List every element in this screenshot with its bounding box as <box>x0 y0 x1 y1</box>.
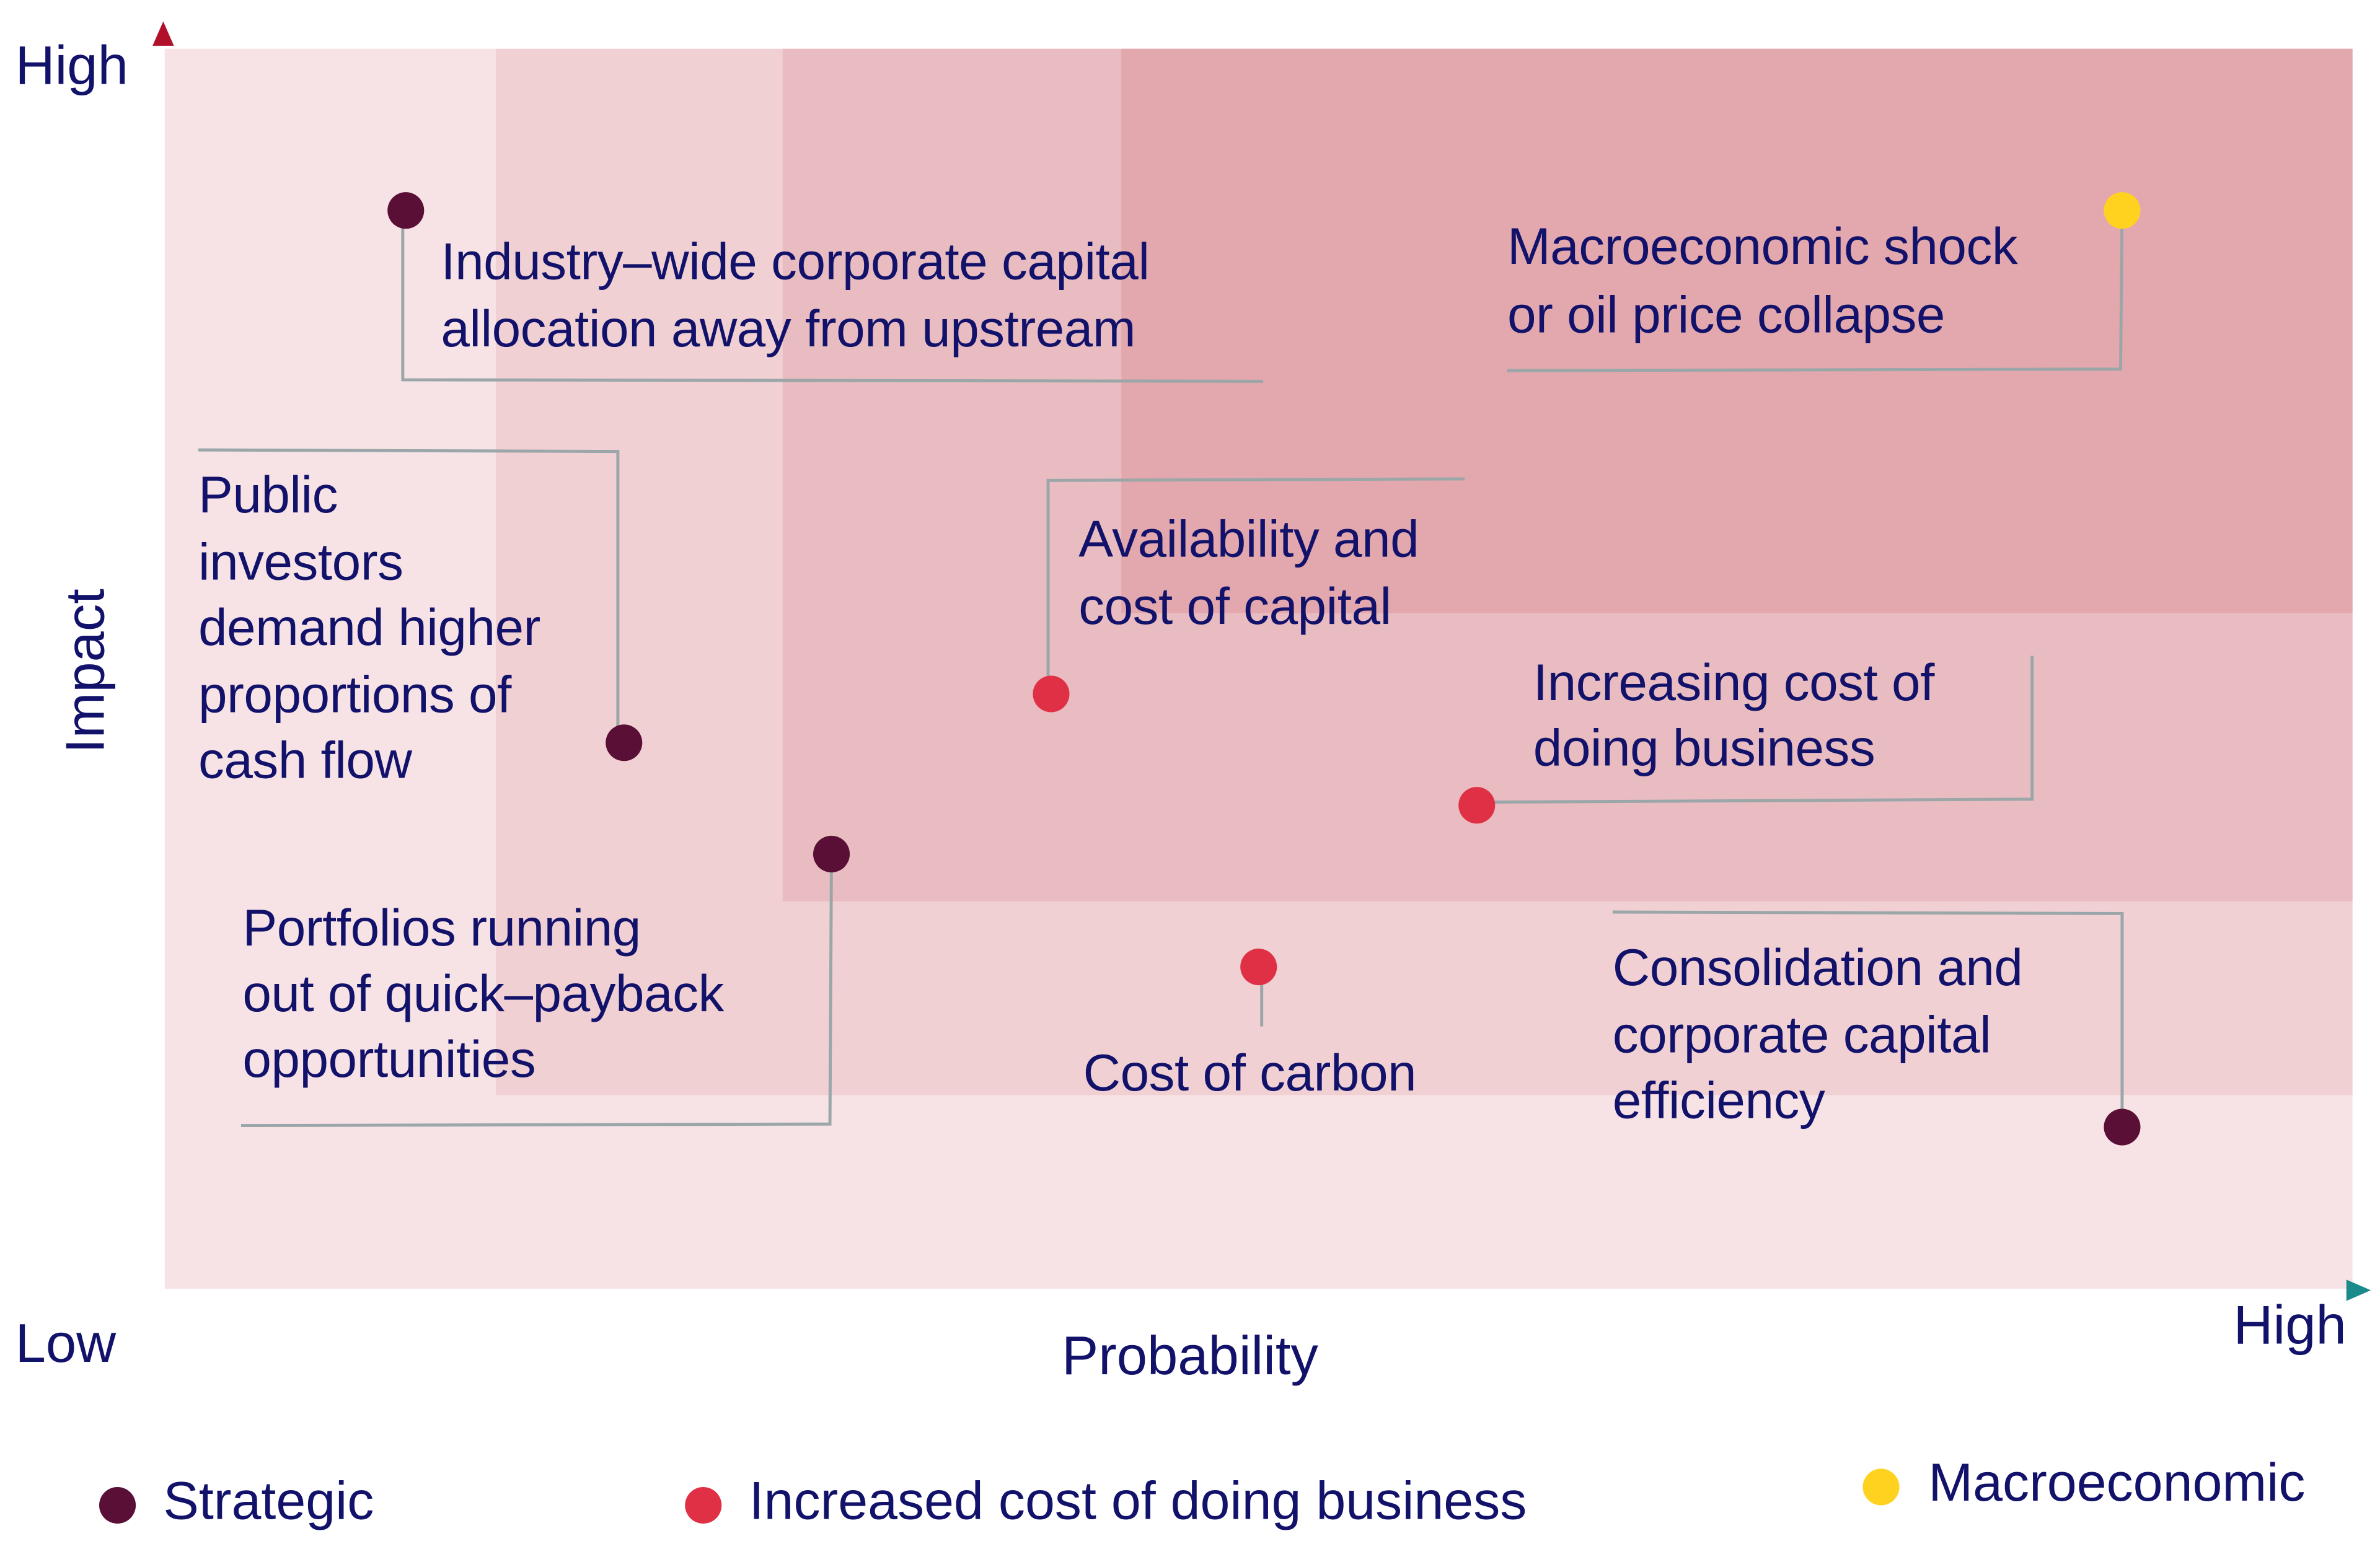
data-point-strategic <box>813 836 850 874</box>
leader-line <box>198 448 620 748</box>
data-point-strategic <box>2104 1109 2141 1146</box>
legend-label: Increased cost of doing business <box>749 1472 1527 1532</box>
leader-line <box>1612 910 2124 1128</box>
label-line: cost of capital <box>1078 577 1391 636</box>
legend-marker-cost <box>685 1486 722 1524</box>
point-label: Cost of carbon <box>1083 1040 1417 1107</box>
label-line: corporate capital <box>1612 1006 1991 1064</box>
leader-line <box>401 206 1264 383</box>
label-line: Increasing cost of <box>1533 654 1935 713</box>
leader-line <box>1476 656 2034 804</box>
axis-low-label: Low <box>15 1311 117 1374</box>
y-axis-high-label: High <box>15 33 128 97</box>
legend-marker-strategic <box>99 1486 136 1524</box>
label-line: investors <box>198 533 403 591</box>
point-label: Availability and cost of capital <box>1078 506 1419 641</box>
label-line: demand higher <box>198 599 540 657</box>
label-line: or oil price collapse <box>1507 286 1946 345</box>
point-label: Portfolios running out of quick–payback … <box>242 897 724 1094</box>
y-axis-title: Impact <box>53 589 117 754</box>
legend-label: Strategic <box>163 1472 374 1532</box>
x-axis-arrow-icon <box>2346 1279 2371 1301</box>
label-line: cash flow <box>198 732 412 791</box>
leader-line <box>240 855 833 1128</box>
x-axis-high-label: High <box>2233 1293 2347 1356</box>
label-line: Macroeconomic shock <box>1507 217 2018 276</box>
data-point-strategic <box>606 724 643 761</box>
legend-marker-macroeconomic <box>1862 1468 1900 1506</box>
leader-line <box>1507 207 2124 372</box>
point-label: Increasing cost of doing business <box>1533 651 1935 783</box>
legend-label: Macroeconomic <box>1928 1453 2306 1513</box>
label-line: Public <box>198 467 338 525</box>
point-label: Industry–wide corporate capital allocati… <box>441 229 1150 363</box>
y-axis-arrow-icon <box>152 21 174 46</box>
data-point-increased-cost-of-doing-business <box>1032 675 1069 712</box>
label-line: Availability and <box>1078 511 1419 569</box>
label-line: doing business <box>1533 719 1875 778</box>
data-point-strategic <box>387 191 424 229</box>
label-line: Cost of carbon <box>1083 1045 1417 1103</box>
data-point-macroeconomic <box>2104 191 2141 229</box>
label-line: efficiency <box>1612 1072 1825 1130</box>
label-line: Industry–wide corporate capital <box>441 233 1150 292</box>
label-line: allocation away from upstream <box>441 300 1136 359</box>
data-point-increased-cost-of-doing-business <box>1240 948 1277 985</box>
label-line: opportunities <box>242 1030 536 1089</box>
zone-high <box>1121 48 2353 613</box>
point-label: Consolidation and corporate capital effi… <box>1613 936 2023 1135</box>
x-axis-title: Probability <box>1062 1323 1318 1387</box>
point-label: Public investors demand higher proportio… <box>198 463 540 795</box>
point-label: Macroeconomic shock or oil price collaps… <box>1507 214 2018 351</box>
label-line: Consolidation and <box>1612 939 2023 998</box>
label-line: Portfolios running <box>242 900 641 958</box>
label-line: proportions of <box>198 665 511 724</box>
label-line: out of quick–payback <box>242 965 724 1024</box>
leader-line <box>1046 477 1465 696</box>
data-point-increased-cost-of-doing-business <box>1459 786 1496 824</box>
